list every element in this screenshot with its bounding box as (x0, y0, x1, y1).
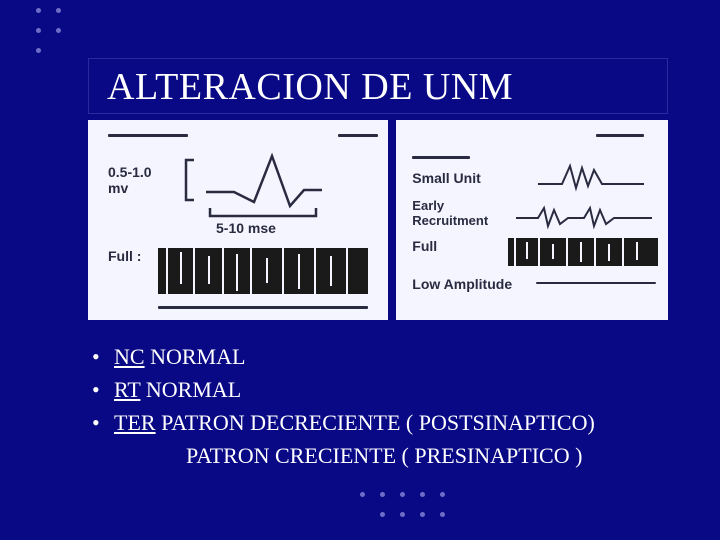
bullet-code: NC (114, 344, 145, 369)
slide-title-bar: ALTERACION DE UNM (88, 58, 668, 114)
low-amp-label: Low Amplitude (412, 276, 512, 292)
noise-full-left (158, 248, 368, 294)
amplitude-label: 0.5-1.0 mv (108, 164, 152, 196)
small-unit-label: Small Unit (412, 170, 480, 186)
time-label: 5-10 mse (216, 220, 276, 236)
bullet-item-ter: TER PATRON DECRECIENTE ( POSTSINAPTICO) (88, 406, 595, 439)
bullet-item-nc: NC NORMAL (88, 340, 595, 373)
bullet-code: TER (114, 410, 156, 435)
panel-normal: 0.5-1.0 mv 5-10 mse Full : (88, 120, 388, 320)
panel-myopathic: Small Unit Early Recruitment Full Low Am… (396, 120, 668, 320)
bullet-item-rt: RT NORMAL (88, 373, 595, 406)
figure-area: 0.5-1.0 mv 5-10 mse Full : (88, 120, 668, 320)
early-recruit-label: Early Recruitment (412, 198, 488, 228)
bullet-list: NC NORMAL RT NORMAL TER PATRON DECRECIEN… (88, 340, 595, 472)
full-label-left: Full : (108, 248, 141, 264)
bullet-text: NORMAL (140, 377, 241, 402)
full-label-right: Full (412, 238, 437, 254)
noise-full-right (508, 238, 658, 266)
bullet-code: RT (114, 377, 140, 402)
bullet-text: NORMAL (145, 344, 246, 369)
bullet-continuation: PATRON CRECIENTE ( PRESINAPTICO ) (88, 439, 595, 472)
slide-title: ALTERACION DE UNM (89, 59, 667, 115)
bullet-text: PATRON DECRECIENTE ( POSTSINAPTICO) (156, 410, 595, 435)
